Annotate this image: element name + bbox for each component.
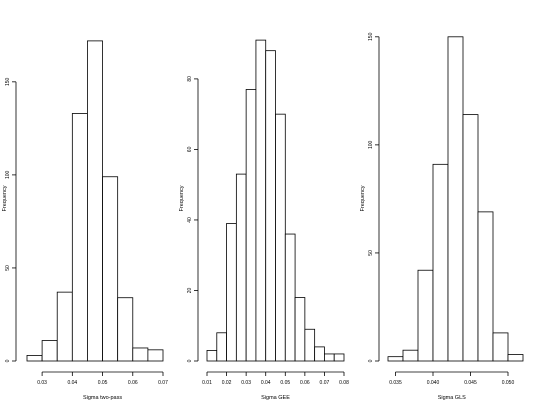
histogram-bar [462, 114, 479, 362]
histogram-bar [235, 173, 247, 362]
histogram-bar [507, 354, 524, 362]
histogram-bar [275, 113, 286, 362]
histogram-bar [26, 355, 43, 362]
histogram-bar [245, 89, 257, 362]
histogram-bar [226, 223, 237, 362]
histogram-bar [117, 297, 134, 362]
x-tick-label: 0.06 [128, 380, 138, 386]
histogram-bar [402, 349, 419, 362]
x-axis-title: Sigma GLS [438, 395, 466, 401]
histogram-bar [255, 39, 267, 362]
histogram-bar [324, 353, 335, 362]
x-tick-label: 0.05 [98, 380, 108, 386]
x-tick-label: 0.02 [222, 380, 232, 386]
x-tick-label: 0.03 [37, 380, 47, 386]
histogram-panel-1: 0.03 0.04 0.05 0.06 0.07 0 50 100 150 Sigma two-p… [2, 40, 168, 401]
y-tick-label: 50 [5, 265, 11, 271]
histogram-bar [387, 356, 404, 362]
y-tick-label: 0 [368, 359, 374, 362]
histogram-bar [71, 113, 88, 362]
x-tick-label: 0.050 [502, 380, 515, 386]
y-tick-label: 80 [187, 76, 193, 82]
histogram-panel-2: 0.01 0.02 0.03 0.04 0.05 0.06 0.07 0.08 0 20 40 60 8… [179, 39, 349, 401]
histogram-bar [333, 353, 345, 362]
histogram-panel-3: 0.035 0.040 0.045 0.050 0 50 100 150 Sigma GLS Fr… [360, 32, 524, 401]
y-tick-label: 0 [187, 359, 193, 362]
x-axis-title: Sigma two-pass [83, 395, 122, 401]
histogram-bar [294, 297, 306, 362]
y-tick-label: 50 [368, 250, 374, 256]
x-tick-label: 0.07 [158, 380, 168, 386]
x-axis-title: Sigma GEE [261, 395, 290, 401]
x-tick-label: 0.045 [464, 380, 477, 386]
histogram-bar [56, 291, 73, 362]
y-tick-label: 0 [5, 359, 11, 362]
x-tick-label: 0.05 [280, 380, 290, 386]
x-tick-label: 0.04 [67, 380, 77, 386]
y-tick-label: 150 [5, 77, 11, 86]
y-axis-title: Frequency [179, 185, 185, 211]
x-tick-label: 0.08 [339, 380, 349, 386]
x-tick-label: 0.01 [202, 380, 212, 386]
histogram-bar [206, 350, 218, 362]
histogram-bar [87, 40, 103, 362]
y-tick-label: 100 [368, 140, 374, 149]
histogram-bar [314, 346, 325, 362]
x-tick-label: 0.035 [389, 380, 402, 386]
x-tick-label: 0.03 [241, 380, 251, 386]
histogram-bar [216, 332, 227, 362]
histogram-bar [432, 163, 449, 362]
histogram-bar [265, 50, 276, 362]
x-tick-label: 0.07 [320, 380, 330, 386]
histogram-bar [132, 347, 149, 362]
histogram-bar [284, 233, 296, 362]
histogram-bar [304, 328, 316, 362]
histogram-bar [447, 36, 464, 362]
y-axis-title: Frequency [360, 185, 366, 211]
histogram-bar [477, 211, 494, 362]
x-tick-label: 0.040 [427, 380, 440, 386]
y-tick-label: 100 [5, 170, 11, 179]
y-axis-title: Frequency [2, 185, 8, 211]
y-tick-label: 40 [187, 217, 193, 223]
histogram-bar [417, 269, 434, 362]
histogram-bar [41, 340, 58, 362]
y-tick-label: 20 [187, 287, 193, 293]
x-tick-label: 0.04 [261, 380, 271, 386]
histogram-bar [147, 349, 164, 362]
histogram-bar [102, 176, 119, 362]
x-tick-label: 0.06 [300, 380, 310, 386]
histogram-bar [492, 332, 509, 362]
y-tick-label: 60 [187, 146, 193, 152]
y-tick-label: 150 [368, 32, 374, 41]
